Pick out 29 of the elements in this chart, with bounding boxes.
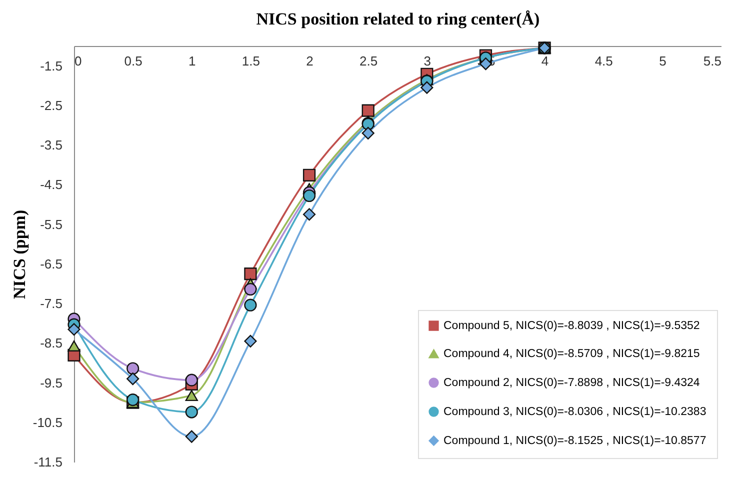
x-tick-label: 3 [424, 54, 432, 68]
y-tick-label: -5.5 [40, 216, 62, 232]
x-tick-label: 0 [74, 54, 82, 68]
x-tick-label: 4 [541, 54, 549, 68]
x-tick-label: 1 [188, 54, 196, 68]
y-tick-label: -2.5 [40, 98, 62, 113]
legend-label: Compound 2, NICS(0)=-7.8898 , NICS(1)=-9.4324 [444, 376, 700, 389]
x-tick-label: 2 [306, 54, 314, 68]
y-tick-label: -6.5 [40, 256, 62, 272]
y-axis-title: NICS (ppm) [10, 210, 29, 300]
legend-label: Compound 4, NICS(0)=-8.5709 , NICS(1)=-9.8215 [444, 348, 700, 360]
legend-label: Compound 5, NICS(0)=-8.8039 , NICS(1)=-9.5352 [444, 320, 700, 332]
y-tick-label: -1.5 [40, 58, 62, 74]
y-tick-label: -8.5 [40, 336, 62, 351]
x-tick-label: 2.5 [360, 54, 378, 68]
y-tick-label: -4.5 [40, 177, 62, 192]
y-tick-label: -7.5 [40, 296, 62, 312]
legend-label: Compound 3, NICS(0)=-8.0306 , NICS(1)=-10.2383 [444, 406, 706, 418]
x-tick-label: 5.5 [703, 54, 722, 68]
x-tick-label: 0.5 [124, 54, 142, 68]
x-tick-label: 5 [659, 54, 666, 68]
y-tick-label: -11.5 [34, 454, 62, 470]
y-tick-label: -10.5 [32, 414, 62, 430]
x-axis-title: NICS position related to ring center(Å) [256, 10, 540, 28]
x-tick-label: 1.5 [242, 54, 260, 68]
y-tick-label: -3.5 [40, 138, 62, 153]
x-tick-label: 4.5 [594, 54, 613, 68]
y-tick-label: -9.5 [40, 375, 62, 390]
legend-label: Compound 1, NICS(0)=-8.1525 , NICS(1)=-10.8577 [444, 434, 706, 447]
